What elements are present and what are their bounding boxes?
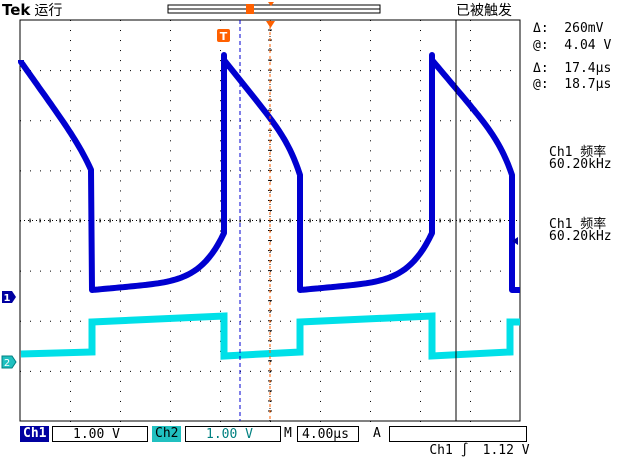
ch1-waveform [18,52,520,293]
ch2-ground-marker[interactable]: 2 [1,355,17,369]
trigger-state-label: 已被触发 [456,3,512,19]
ch2-waveform [20,312,520,360]
waveform-traces [18,52,520,360]
trigger-t-label: T [220,30,228,43]
ch1-ground-marker[interactable]: 1 [2,291,16,304]
cursor-time-delta: Δ: 17.4µs [533,61,612,76]
brand-run-state: Tek 运行 [2,0,62,20]
measurement-2-label: Ch1 频率 [549,217,607,232]
ch2-scale[interactable]: 1.00 V [185,426,281,442]
trigger-source: Ch1 [429,443,453,458]
ch1-label[interactable]: Ch1 [20,426,50,442]
cursor-time-at: @: 18.7µs [533,77,612,92]
trigger-t-marker[interactable]: T [217,29,230,43]
cursor-amplitude-delta: Δ: 260mV [533,21,604,36]
trigger-level: 1.12 V [482,443,530,458]
horizontal-label: M [284,426,292,441]
measurement-2-value: 60.20kHz [549,229,612,244]
top-status-bar: Tek 运行 已被触发 [0,0,629,20]
trigger-slope-icon: ∫ [460,443,469,458]
run-state-label: 运行 [34,3,63,19]
trigger-settings[interactable]: Ch1 ∫ 1.12 V [389,426,530,458]
bottom-settings-bar: Ch1 1.00 V Ch2 1.00 V M 4.00µs A Ch1 ∫ 1.1… [0,424,629,458]
waveform-display[interactable]: T 1 2 [0,0,629,444]
trigger-position-marker[interactable] [266,21,275,28]
measurement-1-value: 60.20kHz [549,157,612,172]
svg-text:1: 1 [4,293,11,304]
measurement-1-label: Ch1 频率 [549,145,607,160]
cursor-amplitude-at: @: 4.04 V [533,38,612,53]
trigger-mode[interactable]: A [373,426,381,441]
brand-logo: Tek [2,1,31,19]
record-position-bar [167,2,381,14]
svg-text:2: 2 [4,358,10,369]
trigger-level-marker[interactable] [512,237,518,245]
horizontal-scale[interactable]: 4.00µs [297,426,359,442]
ch2-label[interactable]: Ch2 [152,426,182,442]
ch1-scale[interactable]: 1.00 V [52,426,148,442]
